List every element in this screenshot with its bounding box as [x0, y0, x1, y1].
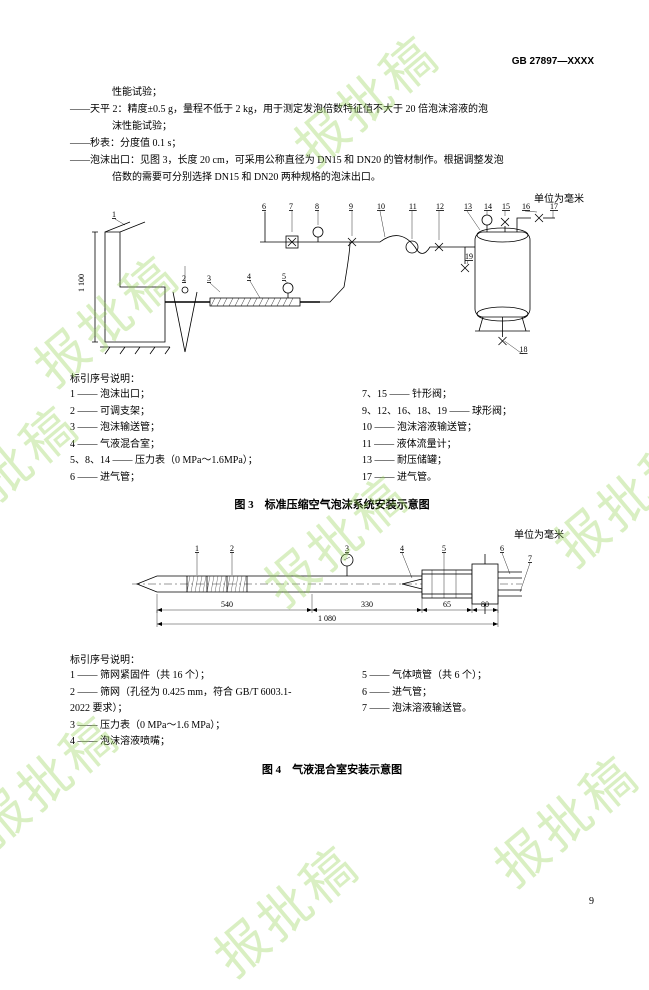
- figure-4-wrap: 单位为毫米 540 330 65 80 1 080 1 2 3 4 5 6 7: [70, 528, 594, 643]
- svg-text:14: 14: [484, 202, 492, 211]
- svg-text:16: 16: [522, 202, 530, 211]
- svg-text:8: 8: [315, 202, 319, 211]
- svg-text:1: 1: [112, 210, 116, 219]
- legend-item: 7 —— 泡沫溶液输送管。: [362, 701, 594, 718]
- svg-text:2: 2: [182, 274, 186, 283]
- svg-text:1: 1: [195, 544, 199, 553]
- figure-4-diagram: 540 330 65 80 1 080 1 2 3 4 5 6 7: [82, 528, 582, 643]
- fig4-unit-label: 单位为毫米: [514, 526, 564, 541]
- svg-text:4: 4: [247, 272, 251, 281]
- fig3-legend-title: 标引序号说明：: [70, 370, 594, 385]
- svg-text:1 100: 1 100: [77, 274, 86, 292]
- svg-text:7: 7: [528, 554, 532, 563]
- legend-item: 1 —— 泡沫出口；: [70, 387, 302, 404]
- body-text: 性能试验；——天平 2：精度±0.5 g，量程不低于 2 kg，用于测定发泡倍数…: [70, 84, 594, 186]
- legend-item: 10 —— 泡沫溶液输送管；: [362, 420, 594, 437]
- legend-item: 17 —— 进气管。: [362, 470, 594, 487]
- page: GB 27897—XXXX 性能试验；——天平 2：精度±0.5 g，量程不低于…: [0, 0, 649, 945]
- figure-3-wrap: 单位为毫米 1 10012345678910111213141516171819: [70, 192, 594, 362]
- svg-text:65: 65: [443, 600, 451, 609]
- svg-text:3: 3: [207, 274, 211, 283]
- svg-text:1 080: 1 080: [318, 614, 336, 623]
- legend-item: 2 —— 可调支架；: [70, 404, 302, 421]
- svg-text:6: 6: [500, 544, 504, 553]
- legend-item: 4 —— 泡沫溶液喷嘴；: [70, 734, 302, 751]
- svg-text:7: 7: [289, 202, 293, 211]
- legend-item: 5 —— 气体喷管（共 6 个）；: [362, 668, 594, 685]
- svg-text:330: 330: [361, 600, 373, 609]
- intro-line-1: 性能试验；: [112, 84, 594, 101]
- svg-text:13: 13: [464, 202, 472, 211]
- page-number: 9: [589, 896, 594, 907]
- svg-text:9: 9: [349, 202, 353, 211]
- svg-text:18: 18: [520, 345, 528, 354]
- svg-text:540: 540: [221, 600, 233, 609]
- fig3-caption: 图 3 标准压缩空气泡沫系统安装示意图: [70, 496, 594, 512]
- doc-id: GB 27897—XXXX: [512, 56, 594, 67]
- figure-3-diagram: 1 10012345678910111213141516171819: [70, 192, 570, 362]
- fig4-legend: 1 —— 筛网紧固件（共 16 个）；2 —— 筛网（孔径为 0.425 mm，…: [70, 668, 594, 751]
- fig3-legend: 1 —— 泡沫出口；2 —— 可调支架；3 —— 泡沫输送管；4 —— 气液混合…: [70, 387, 594, 486]
- fig4-caption: 图 4 气液混合室安装示意图: [70, 761, 594, 777]
- intro-line-6: 倍数的需要可分别选择 DN15 和 DN20 两种规格的泡沫出口。: [112, 169, 594, 186]
- intro-line-4: ——秒表：分度值 0.1 s；: [70, 135, 594, 152]
- legend-item: 3 —— 泡沫输送管；: [70, 420, 302, 437]
- intro-line-2: ——天平 2：精度±0.5 g，量程不低于 2 kg，用于测定发泡倍数特征值不大…: [70, 101, 594, 118]
- svg-text:2: 2: [230, 544, 234, 553]
- legend-item: 4 —— 气液混合室；: [70, 437, 302, 454]
- svg-text:5: 5: [442, 544, 446, 553]
- svg-text:80: 80: [481, 600, 489, 609]
- legend-item: 6 —— 进气管；: [70, 470, 302, 487]
- svg-text:15: 15: [502, 202, 510, 211]
- legend-item: 13 —— 耐压储罐；: [362, 453, 594, 470]
- svg-text:11: 11: [409, 202, 417, 211]
- svg-text:3: 3: [345, 544, 349, 553]
- fig4-legend-title: 标引序号说明：: [70, 651, 594, 666]
- svg-text:12: 12: [436, 202, 444, 211]
- intro-line-5: ——泡沫出口：见图 3，长度 20 cm，可采用公称直径为 DN15 和 DN2…: [70, 152, 594, 169]
- svg-text:6: 6: [262, 202, 266, 211]
- svg-text:5: 5: [282, 272, 286, 281]
- legend-item: 3 —— 压力表（0 MPa～1.6 MPa）；: [70, 718, 302, 735]
- svg-text:10: 10: [377, 202, 385, 211]
- intro-line-3: 沫性能试验；: [112, 118, 594, 135]
- legend-item: 1 —— 筛网紧固件（共 16 个）；: [70, 668, 302, 685]
- legend-item: 5、8、14 —— 压力表（0 MPa～1.6MPa）；: [70, 453, 302, 470]
- legend-item: 9、12、16、18、19 —— 球形阀；: [362, 404, 594, 421]
- legend-item: 2 —— 筛网（孔径为 0.425 mm，符合 GB/T 6003.1-2022…: [70, 685, 302, 718]
- legend-item: 7、15 —— 针形阀；: [362, 387, 594, 404]
- fig3-unit-label: 单位为毫米: [534, 190, 584, 205]
- legend-item: 11 —— 液体流量计；: [362, 437, 594, 454]
- svg-text:4: 4: [400, 544, 404, 553]
- legend-item: 6 —— 进气管；: [362, 685, 594, 702]
- svg-text:19: 19: [465, 252, 473, 261]
